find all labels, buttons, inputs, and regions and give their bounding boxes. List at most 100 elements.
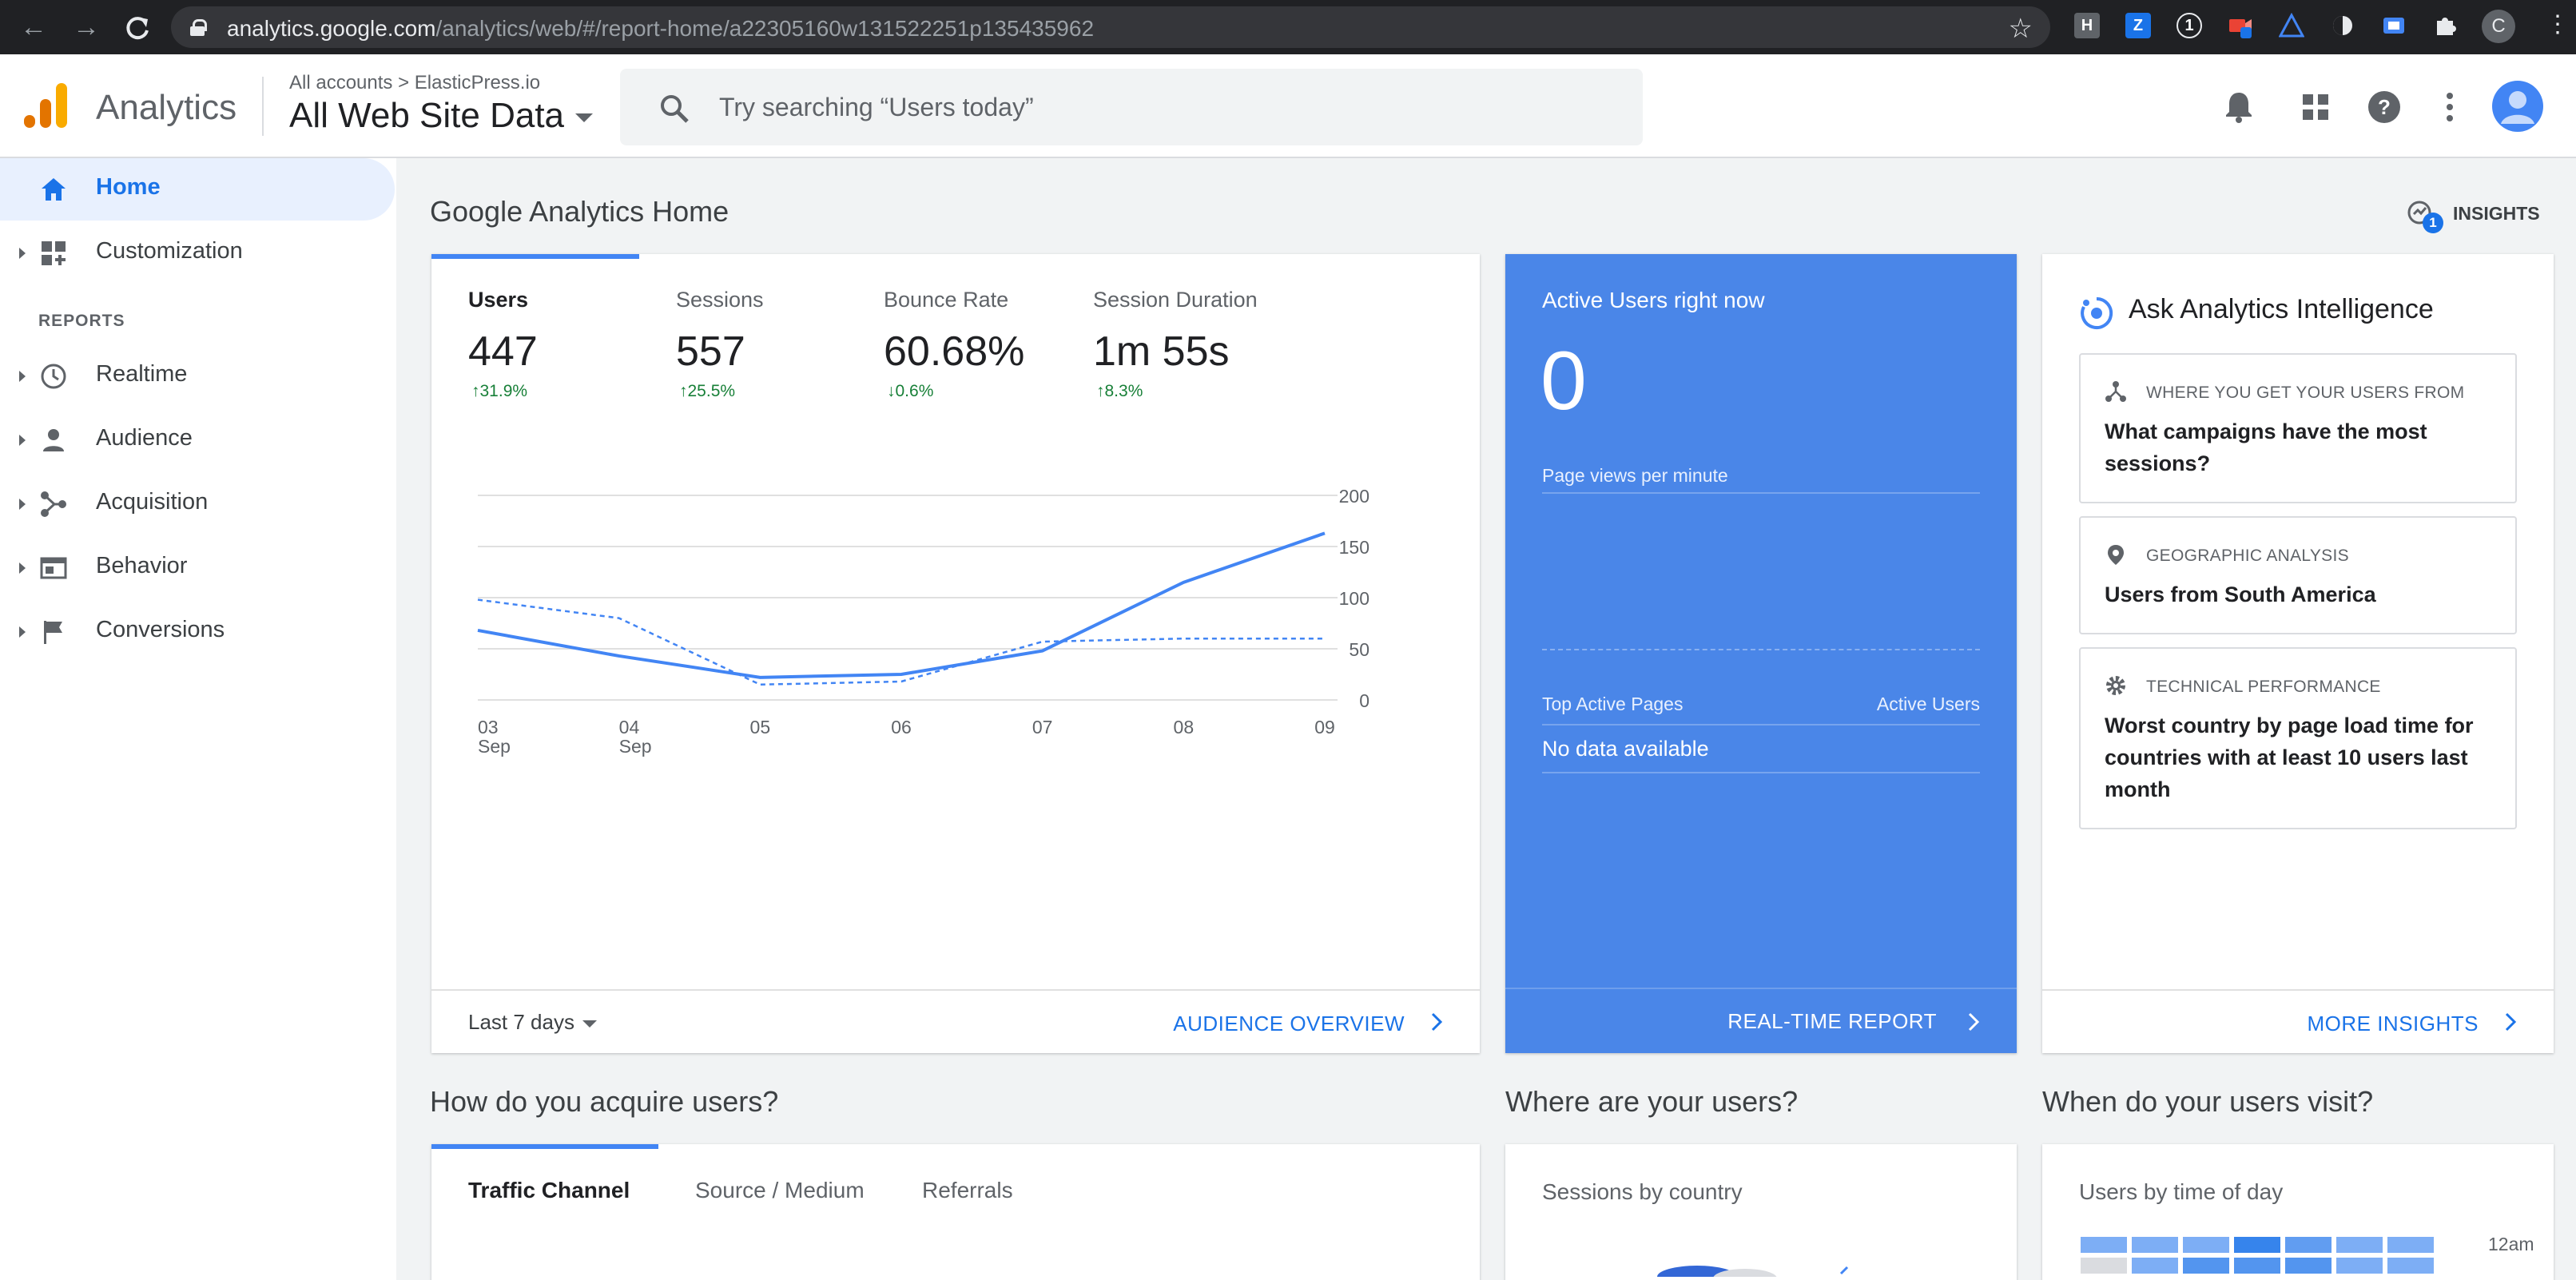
where-section-title: Where are your users? bbox=[1505, 1085, 1799, 1118]
insight-question: Worst country by page load time for coun… bbox=[2105, 714, 2474, 801]
profile-avatar[interactable]: C bbox=[2482, 10, 2515, 43]
more-insights-link[interactable]: MORE INSIGHTS bbox=[2307, 1012, 2479, 1036]
notifications-bell-icon[interactable] bbox=[2218, 86, 2260, 128]
comparison-series-line bbox=[477, 598, 1325, 686]
overview-card-footer: Last 7 days AUDIENCE OVERVIEW bbox=[431, 989, 1480, 1053]
metric-tab-bounce-rate[interactable]: Bounce Rate 60.68% ↓0.6% bbox=[847, 254, 1055, 414]
more-vert-icon[interactable] bbox=[2429, 86, 2471, 128]
x-tick-label: 03 bbox=[478, 717, 499, 737]
view-selector[interactable]: All Web Site Data bbox=[289, 96, 594, 136]
overview-card: Users 447 ↑31.9% Sessions 557 ↑25.5% Bou… bbox=[431, 254, 1480, 1053]
when-card: Users by time of day 12am bbox=[2042, 1144, 2554, 1280]
analytics-logo-icon[interactable] bbox=[24, 83, 69, 129]
x-tick-label: 09 bbox=[1314, 717, 1335, 737]
back-icon[interactable]: ← bbox=[20, 12, 47, 42]
account-avatar-icon[interactable] bbox=[2491, 80, 2544, 133]
metric-value: 1m 55s bbox=[1093, 328, 1230, 375]
insight-question-card[interactable]: WHERE YOU GET YOUR USERS FROM What campa… bbox=[2079, 353, 2517, 503]
sidebar-item-label: Conversions bbox=[96, 617, 225, 642]
insight-question-card[interactable]: GEOGRAPHIC ANALYSIS Users from South Ame… bbox=[2079, 516, 2517, 634]
insights-count-badge: 1 bbox=[2423, 213, 2443, 233]
sidebar-item-audience[interactable]: Audience bbox=[0, 409, 396, 471]
sidebar-item-label: Realtime bbox=[96, 361, 188, 387]
browser-toolbar: ← → analytics.google.com/analytics/web/#… bbox=[0, 0, 2576, 54]
date-range-selector[interactable]: Last 7 days bbox=[468, 1010, 597, 1035]
h-extension-icon[interactable]: H bbox=[2074, 13, 2100, 38]
top-active-pages-label: Top Active Pages bbox=[1542, 694, 1684, 714]
active-users-column-label: Active Users bbox=[1876, 694, 1980, 714]
heatmap-cell bbox=[2234, 1237, 2280, 1253]
address-bar[interactable]: analytics.google.com/analytics/web/#/rep… bbox=[171, 6, 2050, 48]
acquisition-section-title: How do you acquire users? bbox=[430, 1085, 779, 1118]
help-icon[interactable]: ? bbox=[2363, 86, 2405, 128]
sidebar-item-label: Home bbox=[96, 174, 161, 200]
heatmap-cell bbox=[2285, 1258, 2332, 1274]
metric-label: Session Duration bbox=[1093, 288, 1258, 312]
screen-extension-icon[interactable] bbox=[2381, 13, 2407, 38]
z-extension-icon[interactable]: Z bbox=[2125, 13, 2151, 38]
intelligence-title: Ask Analytics Intelligence bbox=[2129, 294, 2434, 324]
heatmap-cell bbox=[2183, 1258, 2229, 1274]
home-icon bbox=[42, 178, 66, 201]
x-tick-label: 04 bbox=[619, 717, 640, 737]
metric-change: ↑8.3% bbox=[1096, 382, 1143, 400]
clock-icon bbox=[41, 364, 66, 389]
sidebar-item-conversions[interactable]: Conversions bbox=[0, 601, 396, 663]
heatmap-cell bbox=[2285, 1237, 2332, 1253]
search-input[interactable] bbox=[719, 86, 1598, 128]
sidebar-item-behavior[interactable]: Behavior bbox=[0, 537, 396, 599]
browser-menu-icon[interactable]: ⋮ bbox=[2546, 11, 2570, 38]
metric-tab-session-duration[interactable]: Session Duration 1m 55s ↑8.3% bbox=[1056, 254, 1264, 414]
tab-referrals[interactable]: Referrals bbox=[885, 1144, 1077, 1240]
tab-label: Traffic Channel bbox=[468, 1178, 630, 1202]
sidebar-item-acquisition[interactable]: Acquisition bbox=[0, 473, 396, 535]
metric-tab-sessions[interactable]: Sessions 557 ↑25.5% bbox=[639, 254, 847, 414]
sidebar-item-label: Customization bbox=[96, 238, 243, 264]
sidebar-item-home[interactable]: Home bbox=[0, 158, 395, 221]
bookmark-star-icon[interactable]: ☆ bbox=[2008, 14, 2033, 44]
insights-button[interactable]: 1 INSIGHTS bbox=[2405, 198, 2549, 233]
metric-value: 60.68% bbox=[884, 328, 1025, 375]
chevron-down-icon bbox=[582, 1020, 597, 1028]
chevron-right-icon[interactable] bbox=[1430, 1010, 1443, 1034]
1password-extension-icon[interactable]: 1 bbox=[2176, 13, 2202, 38]
x-tick-label: 07 bbox=[1032, 717, 1053, 737]
audience-overview-link[interactable]: AUDIENCE OVERVIEW bbox=[1173, 1012, 1405, 1036]
dark-mode-extension-icon[interactable] bbox=[2330, 13, 2355, 38]
sidebar-item-realtime[interactable]: Realtime bbox=[0, 345, 396, 407]
video-extension-icon[interactable] bbox=[2228, 13, 2253, 38]
search-icon bbox=[661, 95, 689, 123]
tab-traffic-channel[interactable]: Traffic Channel bbox=[431, 1144, 658, 1240]
chevron-right-icon[interactable] bbox=[2504, 1010, 2517, 1034]
url-text: analytics.google.com/analytics/web/#/rep… bbox=[227, 16, 1095, 41]
forward-icon[interactable]: → bbox=[73, 12, 100, 42]
chevron-right-icon[interactable] bbox=[1967, 1010, 1980, 1034]
metric-tab-users[interactable]: Users 447 ↑31.9% bbox=[431, 254, 639, 414]
reload-icon[interactable] bbox=[121, 11, 153, 43]
sidebar-item-label: Audience bbox=[96, 425, 193, 451]
real-time-report-link[interactable]: REAL-TIME REPORT bbox=[1727, 1009, 1937, 1033]
y-tick-label: 0 bbox=[1359, 690, 1369, 711]
y-tick-label: 100 bbox=[1339, 588, 1369, 609]
search-box[interactable] bbox=[620, 69, 1643, 145]
breadcrumb[interactable]: All accounts > ElasticPress.io bbox=[289, 72, 541, 93]
triangle-extension-icon[interactable] bbox=[2278, 12, 2305, 38]
insight-question-card[interactable]: TECHNICAL PERFORMANCE Worst country by p… bbox=[2079, 647, 2517, 829]
insight-question: Users from South America bbox=[2105, 582, 2376, 606]
x-tick-sublabel: Sep bbox=[619, 736, 652, 757]
insight-category: GEOGRAPHIC ANALYSIS bbox=[2146, 547, 2349, 565]
sidebar-item-customization[interactable]: Customization bbox=[0, 222, 396, 284]
tab-source-medium[interactable]: Source / Medium bbox=[658, 1144, 885, 1240]
divider bbox=[1542, 492, 1980, 494]
metric-change: ↓0.6% bbox=[887, 382, 934, 400]
heatmap-cell bbox=[2132, 1237, 2178, 1253]
heatmap-cell bbox=[2387, 1258, 2434, 1274]
reports-section-label: REPORTS bbox=[38, 312, 125, 330]
app-header: Analytics All accounts > ElasticPress.io… bbox=[0, 54, 2576, 158]
flag-icon bbox=[44, 621, 62, 644]
apps-grid-icon[interactable] bbox=[2295, 86, 2336, 128]
chevron-down-icon bbox=[575, 113, 594, 122]
extensions-puzzle-icon[interactable] bbox=[2432, 13, 2458, 38]
x-tick-label: 05 bbox=[750, 717, 771, 737]
